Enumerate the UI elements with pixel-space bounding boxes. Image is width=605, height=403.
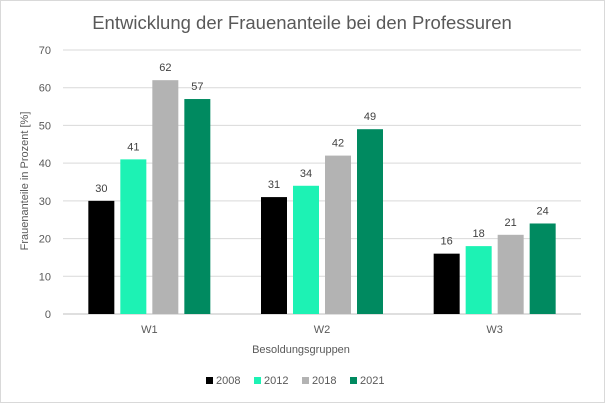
y-tick-label: 20 (39, 234, 51, 246)
data-label-W3-2018: 21 (505, 217, 517, 229)
data-label-W1-2012: 41 (127, 141, 139, 153)
bar-W1-2021 (184, 99, 211, 315)
legend-swatch-2008 (206, 377, 213, 384)
data-label-W1-2018: 62 (159, 62, 171, 74)
legend-label-2018: 2018 (312, 375, 336, 387)
grid-layer (63, 49, 581, 315)
data-label-W2-2008: 31 (268, 179, 280, 191)
labels-layer: 0 10 20 30 40 50 60 70 30 41 62 57 W1 31 34 42 49 W2 16 18 2… (39, 45, 549, 336)
y-tick-label: 60 (39, 83, 51, 95)
y-axis-label: Frauenanteile in Prozent [%] (19, 112, 31, 251)
legend-swatch-2018 (302, 377, 309, 384)
y-tick-label: 40 (39, 158, 51, 170)
legend-swatch-2012 (254, 377, 261, 384)
data-label-W3-2012: 18 (473, 228, 485, 240)
legend-swatch-2021 (350, 377, 357, 384)
bar-W2-2021 (357, 129, 383, 314)
data-label-W1-2021: 57 (191, 81, 203, 93)
bars-layer (88, 80, 556, 315)
bar-W1-2012 (120, 159, 147, 314)
x-tick-label: W2 (314, 324, 331, 336)
legend-label-2021: 2021 (360, 375, 384, 387)
chart-title: Entwicklung der Frauenanteile bei den Pr… (92, 12, 512, 33)
x-tick-label: W1 (141, 324, 158, 336)
bar-W1-2018 (152, 80, 179, 315)
bar-W3-2021 (529, 223, 556, 314)
bar-W2-2008 (261, 197, 287, 314)
data-label-W3-2021: 24 (537, 205, 549, 217)
bar-W3-2008 (433, 253, 460, 314)
bar-W1-2008 (88, 200, 115, 314)
data-label-W2-2021: 49 (364, 111, 376, 123)
bar-W3-2018 (497, 234, 524, 314)
bar-W2-2018 (325, 155, 351, 314)
y-tick-label: 0 (45, 309, 51, 321)
legend: 2008 2012 2018 2021 (206, 375, 384, 387)
legend-label-2008: 2008 (216, 375, 240, 387)
x-axis-label: Besoldungsgruppen (252, 344, 350, 356)
data-label-W2-2018: 42 (332, 138, 344, 150)
x-tick-label: W3 (486, 324, 503, 336)
y-tick-label: 70 (39, 45, 51, 57)
bar-W3-2012 (465, 246, 492, 314)
data-label-W1-2008: 30 (95, 183, 107, 195)
data-label-W2-2012: 34 (300, 168, 312, 180)
bar-W2-2012 (293, 185, 319, 314)
data-label-W3-2008: 16 (441, 236, 453, 248)
y-tick-label: 30 (39, 196, 51, 208)
y-tick-label: 10 (39, 271, 51, 283)
legend-label-2012: 2012 (264, 375, 288, 387)
y-tick-label: 50 (39, 120, 51, 132)
